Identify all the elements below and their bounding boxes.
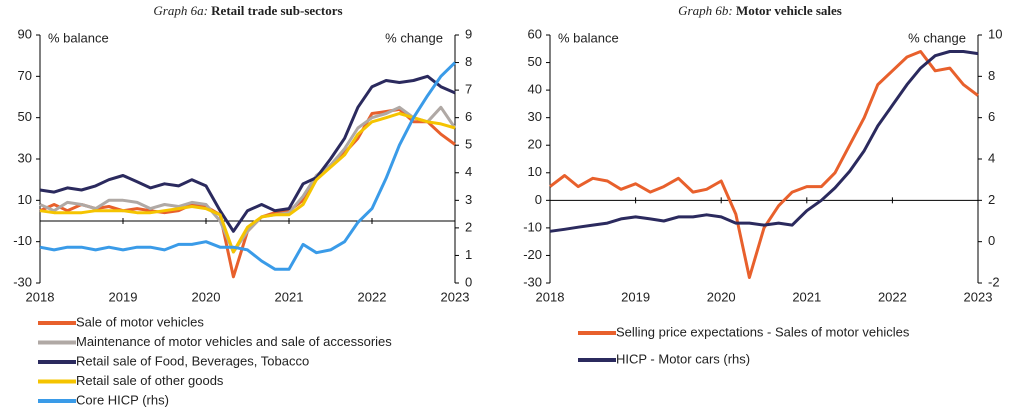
legend-label: Selling price expectations - Sales of mo… xyxy=(616,324,910,339)
y-tick-label: 50 xyxy=(18,109,32,124)
x-tick-label: 2023 xyxy=(964,289,993,304)
y-tick-label: 90 xyxy=(18,26,32,41)
y2-tick-label: 2 xyxy=(465,219,472,234)
series-line xyxy=(39,105,457,254)
y2-tick-label: 0 xyxy=(988,233,995,248)
y2-tick-label: 4 xyxy=(465,164,472,179)
y2-tick-label: 8 xyxy=(465,54,472,69)
y2-tick-label: -2 xyxy=(988,274,1000,289)
y-tick-label: -20 xyxy=(523,247,542,262)
y-tick-label: 0 xyxy=(535,192,542,207)
x-tick-label: 2020 xyxy=(707,289,736,304)
y-axis-label: % balance xyxy=(48,30,109,45)
x-tick-label: 2023 xyxy=(441,289,470,304)
y-tick-label: 50 xyxy=(528,54,542,69)
y-tick-label: 70 xyxy=(18,68,32,83)
y2-tick-label: 0 xyxy=(465,274,472,289)
y2-tick-label: 5 xyxy=(465,137,472,152)
series-line xyxy=(39,112,456,254)
legend-label: HICP - Motor cars (rhs) xyxy=(616,351,750,366)
title-main: Motor vehicle sales xyxy=(736,3,842,18)
legend-label: Retail sale of Food, Beverages, Tobacco xyxy=(76,353,309,368)
x-tick-label: 2022 xyxy=(878,289,907,304)
x-tick-label: 2018 xyxy=(536,289,565,304)
y-tick-label: -30 xyxy=(13,274,32,289)
y2-tick-label: 2 xyxy=(988,192,995,207)
x-tick-label: 2022 xyxy=(358,289,387,304)
x-tick-label: 2021 xyxy=(792,289,821,304)
y2-tick-label: 10 xyxy=(988,26,1002,41)
x-tick-label: 2019 xyxy=(109,289,138,304)
series-line xyxy=(549,50,979,233)
legend-label: Sale of motor vehicles xyxy=(76,314,204,329)
legend-label: Retail sale of other goods xyxy=(76,373,224,388)
chart-title: Graph 6b: Motor vehicle sales xyxy=(678,3,842,18)
y-tick-label: 10 xyxy=(18,192,32,207)
legend-label: Core HICP (rhs) xyxy=(76,392,169,407)
x-tick-label: 2018 xyxy=(26,289,55,304)
series-line xyxy=(39,74,456,233)
y2-tick-label: 8 xyxy=(988,68,995,83)
y2-tick-label: 7 xyxy=(465,82,472,97)
y2-tick-label: 3 xyxy=(465,192,472,207)
series-line xyxy=(39,61,457,271)
x-tick-label: 2019 xyxy=(621,289,650,304)
y-axis-label: % balance xyxy=(558,30,619,45)
y-tick-label: 30 xyxy=(18,150,32,165)
title-prefix: Graph 6b: xyxy=(678,3,733,18)
chart-title: Graph 6a: Retail trade sub-sectors xyxy=(153,3,342,18)
y2-axis-label: % change xyxy=(385,30,443,45)
legend-label: Maintenance of motor vehicles and sale o… xyxy=(76,334,392,349)
y2-tick-label: 6 xyxy=(988,109,995,124)
y-tick-label: 40 xyxy=(528,82,542,97)
x-tick-label: 2021 xyxy=(275,289,304,304)
y2-tick-label: 6 xyxy=(465,109,472,124)
y-tick-label: 10 xyxy=(528,164,542,179)
y-tick-label: -30 xyxy=(523,274,542,289)
series-line xyxy=(549,50,979,279)
y-tick-label: 60 xyxy=(528,26,542,41)
y2-axis-label: % change xyxy=(908,30,966,45)
y-tick-label: -10 xyxy=(13,233,32,248)
y2-tick-label: 9 xyxy=(465,26,472,41)
y-tick-label: -10 xyxy=(523,219,542,234)
y2-tick-label: 4 xyxy=(988,150,995,165)
title-prefix: Graph 6a: xyxy=(153,3,208,18)
title-main: Retail trade sub-sectors xyxy=(211,3,342,18)
y2-tick-label: 1 xyxy=(465,247,472,262)
y-tick-label: 20 xyxy=(528,137,542,152)
y-tick-label: 30 xyxy=(528,109,542,124)
x-tick-label: 2020 xyxy=(192,289,221,304)
